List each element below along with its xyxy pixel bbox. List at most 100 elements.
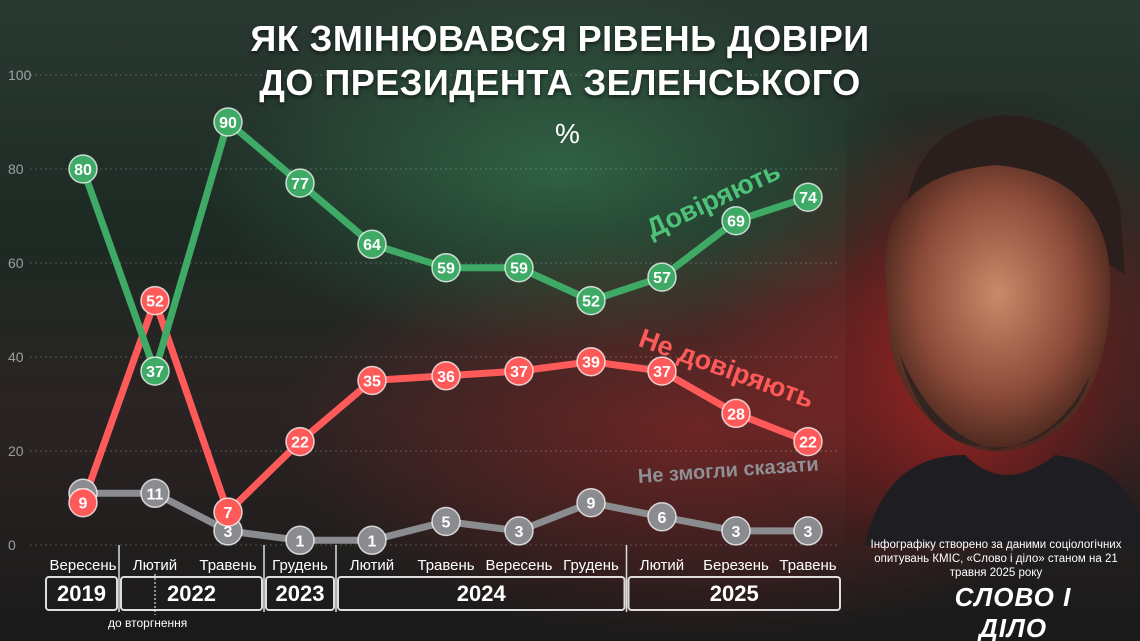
data-label: 52: [582, 294, 600, 311]
x-tick-label: Березень: [703, 557, 769, 574]
x-tick-label: Грудень: [272, 557, 328, 574]
grid-lines: [30, 74, 840, 546]
data-label: 69: [727, 214, 745, 231]
data-label: 59: [510, 261, 528, 278]
data-point: [793, 516, 823, 546]
data-label: 1: [368, 533, 377, 550]
y-axis: 0 20 40 60 80 100: [8, 67, 32, 553]
data-point: [213, 497, 243, 527]
brand-logo: СЛОВО І ДІЛО: [954, 582, 1072, 641]
unit-label: %: [555, 118, 580, 149]
data-label: 22: [291, 435, 309, 452]
data-point: [140, 285, 170, 316]
year-box: [265, 576, 335, 611]
data-label: 3: [732, 524, 741, 541]
data-label: 9: [79, 496, 88, 513]
data-label: 57: [653, 270, 671, 287]
data-label: 3: [515, 524, 524, 541]
x-tick-label: Травень: [779, 557, 836, 574]
president-portrait: [845, 95, 1140, 545]
year-label: 2025: [710, 581, 759, 606]
year-label: 2024: [457, 581, 507, 606]
data-label: 28: [727, 406, 745, 423]
y-tick-label: 0: [8, 537, 16, 553]
data-point: [285, 168, 315, 198]
data-label: 6: [658, 510, 667, 527]
data-label: 5: [442, 515, 451, 532]
data-point: [576, 346, 606, 377]
invasion-annotation: до вторгнення: [108, 616, 188, 630]
data-point: [647, 502, 677, 532]
x-tick-label: Вересень: [50, 557, 117, 574]
year-label: 2023: [276, 581, 325, 606]
year-box: [45, 576, 118, 611]
data-point: [285, 525, 315, 556]
data-point: [504, 356, 534, 386]
data-point: [357, 229, 387, 259]
data-label: 80: [74, 162, 92, 179]
data-label: 22: [799, 435, 817, 452]
x-tick-label: Грудень: [563, 557, 619, 574]
data-label: 3: [224, 524, 233, 541]
data-point: [504, 516, 534, 546]
data-label: 1: [296, 533, 305, 550]
data-label: 35: [363, 374, 381, 391]
data-point: [140, 478, 170, 509]
y-tick-label: 60: [8, 255, 24, 271]
data-label: 59: [437, 261, 455, 278]
data-point: [647, 262, 677, 292]
y-tick-label: 100: [8, 67, 32, 83]
data-label: 11: [147, 486, 164, 503]
x-tick-label: Лютий: [133, 557, 177, 574]
data-point: [357, 525, 387, 556]
data-label: 37: [146, 364, 164, 381]
data-label: 52: [146, 294, 164, 311]
data-point: [793, 182, 823, 212]
data-point: [504, 252, 534, 283]
data-point: [140, 356, 170, 386]
data-point: [68, 154, 98, 184]
y-tick-label: 80: [8, 161, 24, 177]
data-point: [793, 426, 823, 457]
year-box: [337, 576, 626, 611]
data-points: 1111311539633952722353637393728228037907…: [68, 107, 823, 556]
source-note: Інфографіку створено за даними соціологі…: [870, 539, 1122, 579]
data-label: 3: [804, 524, 813, 541]
data-point: [357, 365, 387, 396]
chart-title-line-1: ЯК ЗМІНЮВАВСЯ РІВЕНЬ ДОВІРИ: [250, 18, 870, 59]
year-label: 2022: [167, 581, 216, 606]
data-label: 37: [653, 364, 671, 381]
x-tick-label: Вересень: [486, 557, 553, 574]
data-point: [285, 426, 315, 457]
x-tick-label: Травень: [417, 557, 474, 574]
data-label: 36: [437, 369, 455, 386]
year-box: [120, 576, 263, 611]
x-tick-label: Лютий: [350, 557, 394, 574]
data-label: 74: [799, 190, 817, 207]
x-tick-label: Травень: [199, 557, 256, 574]
data-label: 64: [363, 237, 381, 254]
data-point: [721, 205, 751, 236]
x-tick-label: Лютий: [640, 557, 684, 574]
data-label: 9: [587, 496, 596, 513]
data-point: [647, 356, 677, 386]
series-line: [79, 118, 812, 375]
data-point: [721, 398, 751, 429]
data-point: [431, 361, 461, 391]
year-label: 2019: [57, 581, 106, 606]
data-label: 39: [582, 355, 600, 372]
data-point: [576, 487, 606, 518]
y-tick-label: 20: [8, 443, 24, 459]
x-axis: Вересень Лютий Травень Грудень Лютий Травень В…: [45, 545, 841, 615]
data-label: 90: [219, 115, 237, 132]
year-box: [627, 576, 841, 611]
data-label: 77: [291, 176, 309, 193]
data-point: [68, 487, 98, 518]
y-tick-label: 40: [8, 349, 24, 365]
data-point: [431, 506, 461, 537]
chart-title-line-2: ДО ПРЕЗИДЕНТА ЗЕЛЕНСЬКОГО: [259, 62, 861, 103]
data-point: [213, 107, 243, 137]
data-point: [431, 252, 461, 283]
